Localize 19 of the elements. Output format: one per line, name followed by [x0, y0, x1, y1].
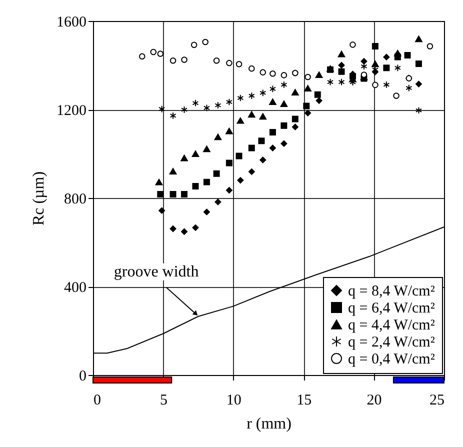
y-axis-title: Rc (µm) — [30, 171, 48, 226]
annotation: groove width — [114, 263, 199, 280]
legend-label: q = 8,4 W/cm² — [348, 284, 436, 300]
legend-label: q = 6,4 W/cm² — [348, 300, 436, 316]
x-tick-label: 5 — [160, 392, 168, 408]
legend-label: q = 4,4 W/cm² — [348, 318, 436, 334]
legend-label: q = 0,4 W/cm² — [348, 352, 436, 368]
x-axis-title: r (mm) — [246, 416, 292, 432]
y-tick-label: 800 — [64, 192, 86, 208]
y-tick-label: 400 — [64, 280, 86, 296]
y-tick-label: 1200 — [56, 103, 86, 119]
y-tick-label: 0 — [79, 368, 86, 384]
y-tick-label: 1600 — [56, 14, 86, 30]
x-tick-label: 25 — [430, 392, 444, 408]
x-tick-label: 0 — [94, 392, 101, 408]
x-tick-label: 15 — [296, 392, 312, 408]
x-tick-label: 20 — [366, 392, 382, 408]
x-tick-label: 10 — [226, 392, 242, 408]
legend-label: q = 2,4 W/cm² — [348, 334, 436, 350]
